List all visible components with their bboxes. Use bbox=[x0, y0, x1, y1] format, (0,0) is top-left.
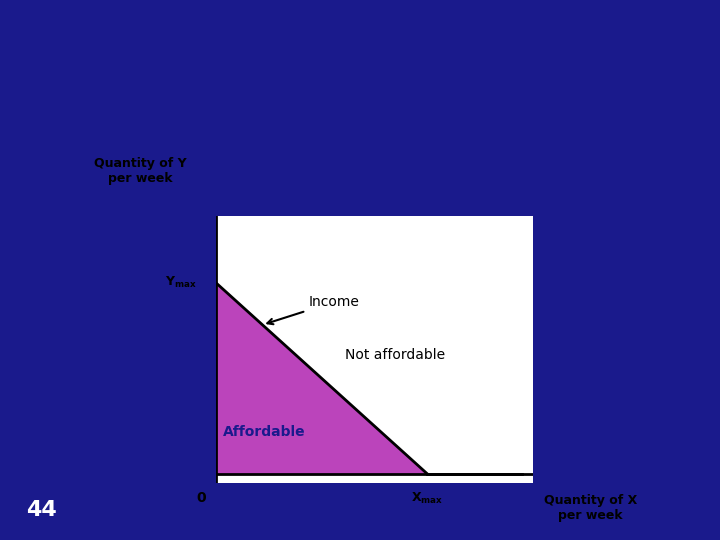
Text: Affordable: Affordable bbox=[223, 425, 306, 438]
Text: 44: 44 bbox=[26, 500, 56, 521]
Text: Quantity of Y
per week: Quantity of Y per week bbox=[94, 157, 186, 185]
Text: $\mathbf{Y_{max}}$: $\mathbf{Y_{max}}$ bbox=[165, 275, 197, 291]
Text: Quantity of X
per week: Quantity of X per week bbox=[544, 494, 637, 522]
Text: $\mathbf{X_{max}}$: $\mathbf{X_{max}}$ bbox=[411, 491, 444, 506]
Text: FIGURE 2.6: Individual’s Budget
Constraint for Two Goods: FIGURE 2.6: Individual’s Budget Constrai… bbox=[97, 84, 521, 137]
Text: Income: Income bbox=[267, 295, 360, 324]
Text: Not affordable: Not affordable bbox=[346, 348, 446, 362]
Text: 0: 0 bbox=[197, 491, 206, 505]
Polygon shape bbox=[216, 283, 427, 474]
